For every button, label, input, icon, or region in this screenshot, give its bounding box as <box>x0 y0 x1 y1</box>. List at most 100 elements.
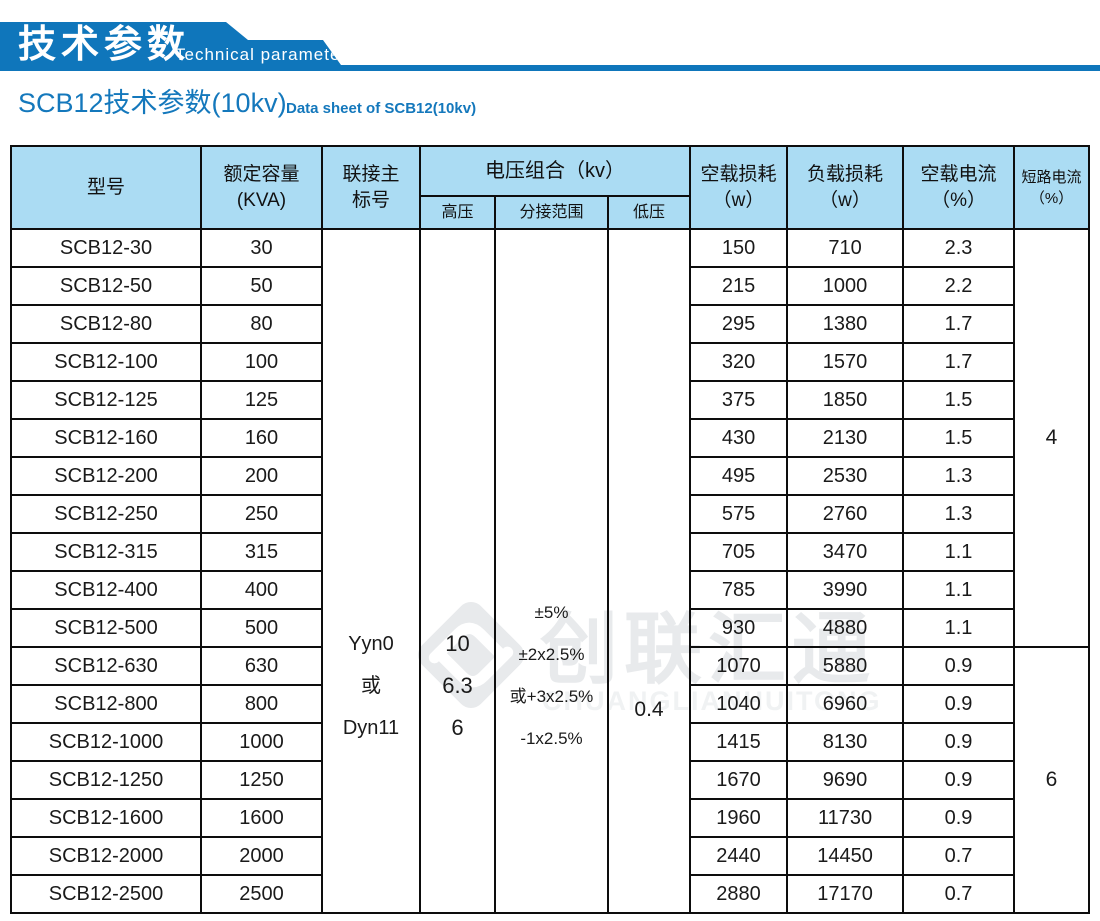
load-loss-cell: 1850 <box>786 380 905 420</box>
hv-cell: 10 6.3 6 <box>419 228 496 914</box>
hv-value: 10 6.3 6 <box>442 631 473 740</box>
no-load-loss-cell: 215 <box>689 266 789 306</box>
model-cell: SCB12-100 <box>10 342 202 382</box>
table-row: SCB12-100 100 320 1570 1.7 <box>10 342 1089 382</box>
no-load-loss-cell: 495 <box>689 456 789 496</box>
model-cell: SCB12-2500 <box>10 874 202 914</box>
no-load-current-cell: 1.1 <box>902 532 1016 572</box>
no-load-loss-cell: 1960 <box>689 798 789 838</box>
load-loss-cell: 2760 <box>786 494 905 534</box>
table-row: SCB12-80 80 295 1380 1.7 <box>10 304 1089 344</box>
capacity-cell: 1000 <box>200 722 323 762</box>
tapping-range-cell: ±5% ±2x2.5% 或+3x2.5% -1x2.5% <box>494 228 609 914</box>
no-load-current-cell: 0.9 <box>902 684 1016 724</box>
model-cell: SCB12-630 <box>10 646 202 686</box>
capacity-cell: 500 <box>200 608 323 648</box>
table-row: SCB12-30 30 Yyn0 或 Dyn11 10 6.3 6 ±5% ±2x2.5… <box>10 228 1091 914</box>
short-circuit-current-cell: 4 <box>1013 228 1091 648</box>
capacity-cell: 630 <box>200 646 323 686</box>
no-load-loss-cell: 1670 <box>689 760 789 800</box>
model-cell: SCB12-250 <box>10 494 202 534</box>
lv-value: 0.4 <box>634 698 664 721</box>
model-cell: SCB12-315 <box>10 532 202 572</box>
section-title-cn: 技术参数 <box>18 24 191 66</box>
load-loss-cell: 5880 <box>786 646 905 686</box>
no-load-current-cell: 0.9 <box>902 646 1016 686</box>
capacity-cell: 200 <box>200 456 323 496</box>
tapping-range-value: ±5% ±2x2.5% 或+3x2.5% -1x2.5% <box>509 603 594 748</box>
model-cell: SCB12-50 <box>10 266 202 306</box>
load-loss-cell: 3470 <box>786 532 905 572</box>
load-loss-cell: 17170 <box>786 874 905 914</box>
capacity-cell: 2500 <box>200 874 323 914</box>
table-row: SCB12-125 125 375 1850 1.5 <box>10 380 1089 420</box>
model-cell: SCB12-160 <box>10 418 202 458</box>
model-cell: SCB12-1250 <box>10 760 202 800</box>
no-load-loss-cell: 2880 <box>689 874 789 914</box>
col-header-capacity: 额定容量 (KVA) <box>200 145 323 230</box>
no-load-loss-cell: 430 <box>689 418 789 458</box>
capacity-cell: 160 <box>200 418 323 458</box>
load-loss-cell: 6960 <box>786 684 905 724</box>
load-loss-cell: 4880 <box>786 608 905 648</box>
load-loss-cell: 9690 <box>786 760 905 800</box>
load-loss-cell: 1380 <box>786 304 905 344</box>
capacity-cell: 400 <box>200 570 323 610</box>
col-header-model: 型号 <box>10 145 202 230</box>
table-row: SCB12-200 200 495 2530 1.3 <box>10 456 1089 496</box>
model-cell: SCB12-125 <box>10 380 202 420</box>
no-load-current-cell: 1.1 <box>902 570 1016 610</box>
page-title: SCB12技术参数(10kv) <box>18 88 287 118</box>
capacity-cell: 1600 <box>200 798 323 838</box>
capacity-cell: 800 <box>200 684 323 724</box>
col-header-lv: 低压 <box>606 195 692 230</box>
table-row: SCB12-50 50 215 1000 2.2 <box>10 266 1089 306</box>
no-load-loss-cell: 2440 <box>689 836 789 876</box>
load-loss-cell: 2130 <box>786 418 905 458</box>
no-load-current-cell: 0.7 <box>902 836 1016 876</box>
capacity-cell: 250 <box>200 494 323 534</box>
table-row: SCB12-315 315 705 3470 1.1 <box>10 532 1089 572</box>
no-load-loss-cell: 150 <box>689 228 789 268</box>
no-load-loss-cell: 1070 <box>689 646 789 686</box>
load-loss-cell: 710 <box>786 228 905 268</box>
capacity-cell: 1250 <box>200 760 323 800</box>
model-cell: SCB12-800 <box>10 684 202 724</box>
load-loss-cell: 3990 <box>786 570 905 610</box>
no-load-current-cell: 0.9 <box>902 760 1016 800</box>
table-row: SCB12-2000 2000 2440 14450 0.7 <box>10 836 1089 876</box>
load-loss-cell: 2530 <box>786 456 905 496</box>
no-load-current-cell: 1.7 <box>902 304 1016 344</box>
load-loss-cell: 14450 <box>786 836 905 876</box>
connection-symbol-cell: Yyn0 或 Dyn11 <box>321 228 421 914</box>
col-header-tapping: 分接范围 <box>494 195 609 230</box>
no-load-current-cell: 0.7 <box>902 874 1016 914</box>
page-title-en: Data sheet of SCB12(10kv) <box>286 100 477 117</box>
no-load-current-cell: 1.3 <box>902 456 1016 496</box>
capacity-cell: 50 <box>200 266 323 306</box>
table-row: SCB12-160 160 430 2130 1.5 <box>10 418 1089 458</box>
col-header-connection: 联接主 标号 <box>321 145 421 230</box>
capacity-cell: 315 <box>200 532 323 572</box>
model-cell: SCB12-80 <box>10 304 202 344</box>
lv-cell: 0.4 <box>606 228 692 914</box>
spec-table: 型号 额定容量 (KVA) 联接主 标号 电压组合（kv） 空载损耗 （w） 负… <box>10 145 1091 914</box>
no-load-loss-cell: 1040 <box>689 684 789 724</box>
load-loss-cell: 1000 <box>786 266 905 306</box>
no-load-current-cell: 2.2 <box>902 266 1016 306</box>
model-cell: SCB12-500 <box>10 608 202 648</box>
no-load-loss-cell: 375 <box>689 380 789 420</box>
load-loss-cell: 1570 <box>786 342 905 382</box>
table-row: SCB12-2500 2500 2880 17170 0.7 <box>10 874 1089 914</box>
no-load-current-cell: 1.5 <box>902 380 1016 420</box>
col-header-voltage-group: 电压组合（kv） <box>418 145 692 197</box>
col-header-short-circuit: 短路电流 （%） <box>1013 145 1091 230</box>
table-row: SCB12-1000 1000 1415 8130 0.9 <box>10 722 1089 762</box>
load-loss-cell: 11730 <box>786 798 905 838</box>
no-load-current-cell: 1.3 <box>902 494 1016 534</box>
table-row: SCB12-250 250 575 2760 1.3 <box>10 494 1089 534</box>
col-header-load-loss: 负载损耗 （w） <box>786 145 905 230</box>
spec-table-body: SCB12-30 30 Yyn0 或 Dyn11 10 6.3 6 ±5% ±2x2.5… <box>10 228 1091 914</box>
no-load-loss-cell: 705 <box>689 532 789 572</box>
capacity-cell: 100 <box>200 342 323 382</box>
